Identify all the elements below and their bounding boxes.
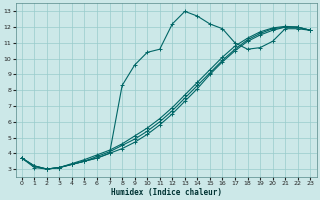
X-axis label: Humidex (Indice chaleur): Humidex (Indice chaleur) (110, 188, 221, 197)
